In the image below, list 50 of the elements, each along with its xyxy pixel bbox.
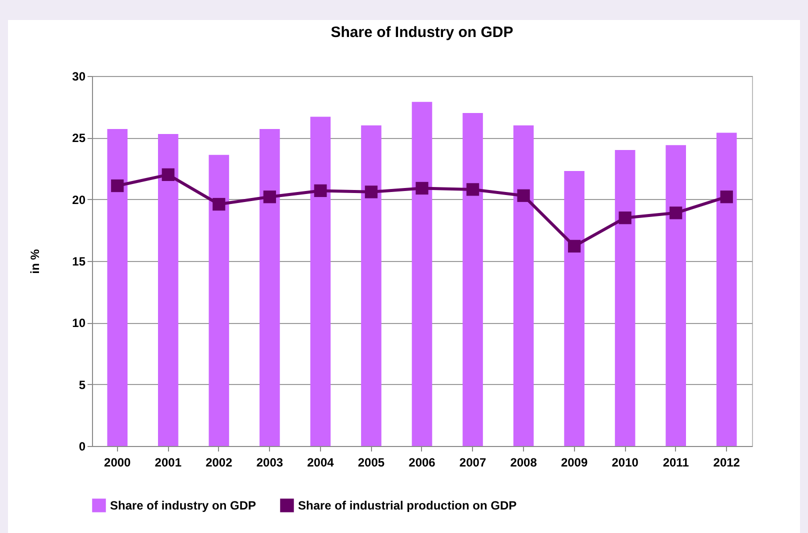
bar <box>310 116 331 446</box>
point <box>670 206 682 220</box>
x-tick-label: 2006 <box>408 456 436 470</box>
legend-label: Share of industry on GDP <box>110 498 256 512</box>
bar <box>564 170 584 446</box>
bar <box>513 125 534 446</box>
bar <box>716 132 737 446</box>
legend-label: Share of industrial production on GDP <box>298 498 517 512</box>
y-axis-title: in % <box>28 248 42 274</box>
x-tick-label: 2009 <box>560 456 588 470</box>
bar <box>158 134 178 446</box>
y-tick-label: 5 <box>78 378 86 392</box>
x-tick-label: 2000 <box>104 456 132 470</box>
bar <box>412 102 432 446</box>
y-tick-label: 20 <box>72 192 86 207</box>
x-tick-label: 2004 <box>307 456 334 470</box>
x-tick-label: 2001 <box>154 456 182 470</box>
bar <box>666 145 686 446</box>
x-tick-label: 2012 <box>713 456 740 470</box>
point <box>314 184 327 198</box>
y-tick-label: 0 <box>78 440 86 454</box>
bar <box>361 125 382 446</box>
chart-title: Share of Industry on GDP <box>330 24 514 41</box>
point <box>364 186 378 198</box>
point <box>416 182 428 195</box>
point <box>263 190 276 204</box>
y-tick-label: 25 <box>72 131 86 146</box>
point <box>720 190 733 204</box>
y-tick-label: 30 <box>72 70 86 84</box>
x-tick-label: 2005 <box>358 456 385 470</box>
x-tick-label: 2003 <box>256 456 284 470</box>
y-tick-label: 10 <box>72 316 86 330</box>
point <box>568 240 581 253</box>
point <box>111 179 124 192</box>
bar <box>208 154 230 446</box>
x-tick-label: 2002 <box>206 456 233 470</box>
bar <box>462 113 483 446</box>
point <box>466 183 480 196</box>
point <box>618 212 632 224</box>
x-tick-label: 2008 <box>510 456 538 470</box>
bar <box>107 129 128 446</box>
point <box>212 198 226 211</box>
point <box>517 189 530 202</box>
y-tick-label: 15 <box>72 254 86 268</box>
x-tick-label: 2007 <box>459 456 486 470</box>
x-tick-label: 2010 <box>612 456 639 470</box>
point <box>162 168 174 181</box>
x-tick-label: 2011 <box>662 456 690 470</box>
bar <box>614 150 636 446</box>
bar <box>260 129 280 446</box>
